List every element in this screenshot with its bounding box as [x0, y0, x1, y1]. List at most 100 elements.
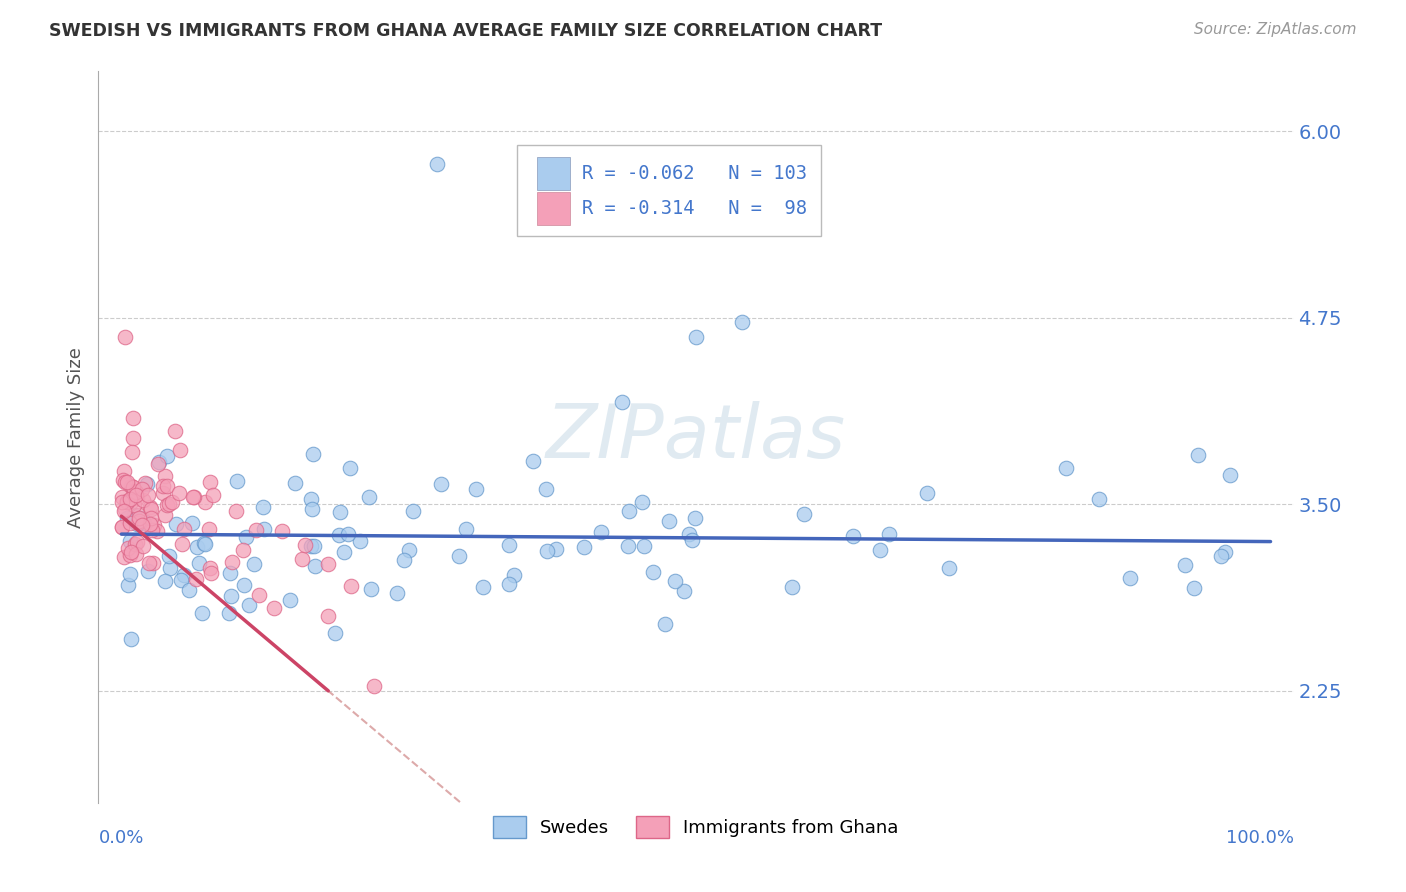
Text: R = -0.062   N = 103: R = -0.062 N = 103: [582, 164, 807, 183]
Point: [780, 580, 803, 594]
Point: [316, 608, 339, 623]
Point: [1119, 571, 1142, 585]
Point: [122, 484, 145, 499]
Point: [128, 514, 150, 528]
Point: [304, 559, 326, 574]
Point: [572, 540, 595, 554]
Point: [630, 495, 652, 509]
Point: [1174, 558, 1197, 573]
Point: [284, 475, 307, 490]
Point: [167, 486, 190, 500]
Text: R = -0.314   N =  98: R = -0.314 N = 98: [582, 199, 807, 218]
Point: [131, 510, 153, 524]
Point: [681, 533, 703, 547]
Point: [128, 511, 150, 525]
Point: [247, 588, 270, 602]
Point: [238, 599, 260, 613]
Point: [125, 535, 148, 549]
Point: [125, 547, 148, 561]
Point: [115, 494, 138, 508]
Point: [299, 491, 322, 506]
Point: [385, 586, 408, 600]
Point: [172, 536, 194, 550]
Point: [633, 539, 655, 553]
Point: [339, 461, 361, 475]
Point: [170, 573, 193, 587]
Point: [136, 564, 159, 578]
Point: [156, 479, 179, 493]
Point: [169, 443, 191, 458]
Point: [291, 552, 314, 566]
Point: [219, 590, 242, 604]
Point: [111, 490, 134, 504]
Point: [191, 606, 214, 620]
Point: [120, 567, 142, 582]
Point: [183, 490, 205, 504]
Point: [134, 516, 156, 531]
Point: [340, 579, 363, 593]
Point: [111, 520, 134, 534]
Point: [111, 520, 134, 534]
Point: [112, 504, 135, 518]
Point: [118, 533, 141, 548]
Point: [114, 502, 136, 516]
Text: Source: ZipAtlas.com: Source: ZipAtlas.com: [1194, 22, 1357, 37]
Point: [120, 516, 142, 530]
Point: [349, 534, 371, 549]
Point: [304, 539, 326, 553]
Point: [156, 498, 179, 512]
Point: [139, 500, 162, 515]
Point: [115, 511, 138, 525]
Point: [120, 491, 142, 506]
Point: [654, 616, 676, 631]
Point: [136, 476, 159, 491]
Point: [198, 561, 221, 575]
Point: [616, 539, 638, 553]
Point: [112, 464, 135, 478]
Point: [122, 410, 145, 425]
Point: [188, 556, 211, 570]
Point: [148, 455, 170, 469]
Point: [114, 330, 136, 344]
Point: [1087, 491, 1109, 506]
Point: [125, 488, 148, 502]
Point: [165, 424, 187, 438]
Point: [333, 545, 356, 559]
Legend: Swedes, Immigrants from Ghana: Swedes, Immigrants from Ghana: [486, 808, 905, 845]
Point: [181, 490, 204, 504]
Point: [731, 315, 754, 329]
Point: [522, 453, 544, 467]
Point: [252, 500, 274, 514]
FancyBboxPatch shape: [537, 192, 571, 225]
Point: [132, 539, 155, 553]
Point: [202, 488, 225, 502]
Point: [131, 518, 153, 533]
Point: [360, 582, 382, 596]
Point: [591, 524, 613, 539]
Point: [299, 539, 322, 553]
Point: [323, 626, 346, 640]
Point: [235, 530, 257, 544]
Point: [134, 475, 156, 490]
Point: [242, 557, 264, 571]
Point: [464, 482, 486, 496]
Point: [124, 485, 146, 500]
Point: [120, 632, 142, 647]
Text: 100.0%: 100.0%: [1226, 829, 1294, 847]
Point: [156, 450, 179, 464]
Point: [141, 511, 163, 525]
Point: [232, 543, 254, 558]
Point: [141, 502, 163, 516]
Point: [117, 541, 139, 555]
Point: [131, 483, 153, 497]
Point: [398, 542, 420, 557]
Point: [152, 479, 174, 493]
Text: ZIPatlas: ZIPatlas: [546, 401, 846, 473]
Point: [301, 502, 323, 516]
Point: [125, 491, 148, 505]
Point: [536, 543, 558, 558]
Point: [153, 508, 176, 522]
Point: [146, 457, 169, 471]
Point: [612, 395, 634, 409]
Point: [142, 518, 165, 533]
